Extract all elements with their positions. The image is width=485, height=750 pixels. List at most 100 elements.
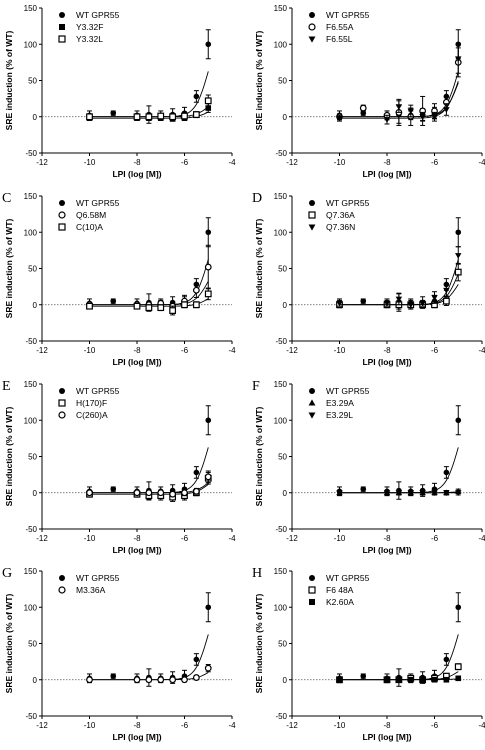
data-point xyxy=(396,676,402,683)
legend-marker xyxy=(309,388,315,394)
legend-marker xyxy=(59,24,65,30)
series-1 xyxy=(86,217,212,312)
x-tick-label: -4 xyxy=(478,346,485,355)
x-tick-label: -10 xyxy=(334,158,346,167)
y-axis-title: SRE induction (% of WT) xyxy=(254,594,264,694)
y-tick-label: 150 xyxy=(274,192,288,201)
data-point xyxy=(442,297,450,305)
y-axis-title: SRE induction (% of WT) xyxy=(254,31,264,131)
x-tick-label: -12 xyxy=(36,346,48,355)
y-axis-title: SRE induction (% of WT) xyxy=(254,407,264,507)
y-tick-label: 0 xyxy=(283,113,288,122)
data-point xyxy=(360,673,367,679)
x-tick-label: -6 xyxy=(431,534,439,543)
fit-curve xyxy=(339,81,459,119)
y-tick-label: 100 xyxy=(24,603,38,612)
data-point xyxy=(360,486,367,492)
data-point xyxy=(157,676,165,684)
y-tick-label: 50 xyxy=(28,640,37,649)
x-axis-title: LPI (log [M]) xyxy=(112,357,161,367)
data-point xyxy=(455,604,462,611)
chart-panel-1: -50 0 50 100 150 -12 -10 -8 -6 -4 LPI (log [M]) SRE… xyxy=(4,4,236,179)
data-point xyxy=(192,301,200,309)
data-point xyxy=(193,469,200,476)
x-tick-label: -6 xyxy=(181,534,189,543)
x-tick-label: -4 xyxy=(478,158,485,167)
panel-letter: H xyxy=(252,566,262,581)
legend-marker xyxy=(308,36,316,43)
y-tick-label: 0 xyxy=(283,489,288,498)
y-axis-title: SRE induction (% of WT) xyxy=(254,219,264,319)
data-point xyxy=(407,676,414,683)
x-tick-label: -12 xyxy=(36,158,48,167)
x-tick-label: -6 xyxy=(181,158,189,167)
y-tick-label: 150 xyxy=(274,380,288,389)
data-point xyxy=(383,490,391,497)
data-point xyxy=(192,674,200,681)
legend: WT GPR55 E3.29A E3.29L xyxy=(308,386,370,420)
legend: WT GPR55 Q6.58M C(10)A xyxy=(58,198,120,232)
legend-label: WT GPR55 xyxy=(326,198,370,208)
series-3 xyxy=(86,287,212,316)
x-axis-title: LPI (log [M]) xyxy=(112,545,161,555)
y-tick-label: 150 xyxy=(24,4,38,13)
data-point xyxy=(443,656,450,663)
data-point xyxy=(110,298,117,304)
x-axis-title: LPI (log [M]) xyxy=(362,169,411,179)
y-tick-label: -50 xyxy=(275,337,287,346)
x-tick-label: -6 xyxy=(431,346,439,355)
legend-marker xyxy=(308,586,316,594)
legend-label: WT GPR55 xyxy=(76,386,120,396)
legend: WT GPR55 M3.36A xyxy=(58,573,120,595)
series-3 xyxy=(86,470,212,498)
data-point xyxy=(336,300,343,307)
y-tick-label: -50 xyxy=(275,149,287,158)
y-axis-title: SRE induction (% of WT) xyxy=(4,407,14,507)
chart-panel-4: -50 0 50 100 150 -12 -10 -8 -6 -4 LPI (log [M]) SRE… xyxy=(252,191,485,367)
legend: WT GPR55 F6.55A F6.55L xyxy=(308,10,370,44)
data-point xyxy=(181,489,188,497)
x-tick-label: -12 xyxy=(286,158,298,167)
legend-marker xyxy=(308,23,316,31)
legend: WT GPR55 F6 48A K2.60A xyxy=(308,573,370,607)
y-tick-label: 100 xyxy=(24,40,38,49)
series-2 xyxy=(336,47,462,126)
data-point xyxy=(192,111,200,118)
y-tick-label: 150 xyxy=(274,567,288,576)
x-tick-label: -8 xyxy=(383,721,391,730)
data-point xyxy=(395,104,403,110)
y-tick-label: 50 xyxy=(278,265,287,274)
x-tick-label: -10 xyxy=(84,158,96,167)
data-point xyxy=(360,110,367,116)
data-point xyxy=(157,112,165,120)
series-1 xyxy=(86,29,212,124)
data-point xyxy=(86,489,93,497)
x-axis-title: LPI (log [M]) xyxy=(112,732,161,742)
data-point xyxy=(336,676,343,683)
x-tick-label: -12 xyxy=(286,721,298,730)
legend-marker xyxy=(58,223,66,231)
x-tick-label: -10 xyxy=(84,721,96,730)
data-point xyxy=(443,107,450,113)
data-point xyxy=(431,295,438,301)
legend-label: E3.29A xyxy=(326,398,354,408)
series-3 xyxy=(86,94,212,121)
legend-label: E3.29L xyxy=(326,410,353,420)
legend: WT GPR55 Q7.36A Q7.36N xyxy=(308,198,370,232)
data-point xyxy=(86,676,93,684)
legend-marker xyxy=(58,411,66,419)
x-axis-title: LPI (log [M]) xyxy=(362,357,411,367)
y-tick-label: 50 xyxy=(278,453,287,462)
data-point xyxy=(133,676,141,684)
data-point xyxy=(360,298,367,304)
data-point xyxy=(431,676,438,683)
y-tick-label: 50 xyxy=(278,77,287,86)
data-point xyxy=(110,110,117,116)
y-tick-label: 100 xyxy=(274,40,288,49)
data-point xyxy=(455,253,462,259)
data-point xyxy=(431,490,438,497)
y-tick-label: 100 xyxy=(24,416,38,425)
data-point xyxy=(383,300,391,307)
legend-marker xyxy=(308,224,316,231)
x-tick-label: -10 xyxy=(334,346,346,355)
